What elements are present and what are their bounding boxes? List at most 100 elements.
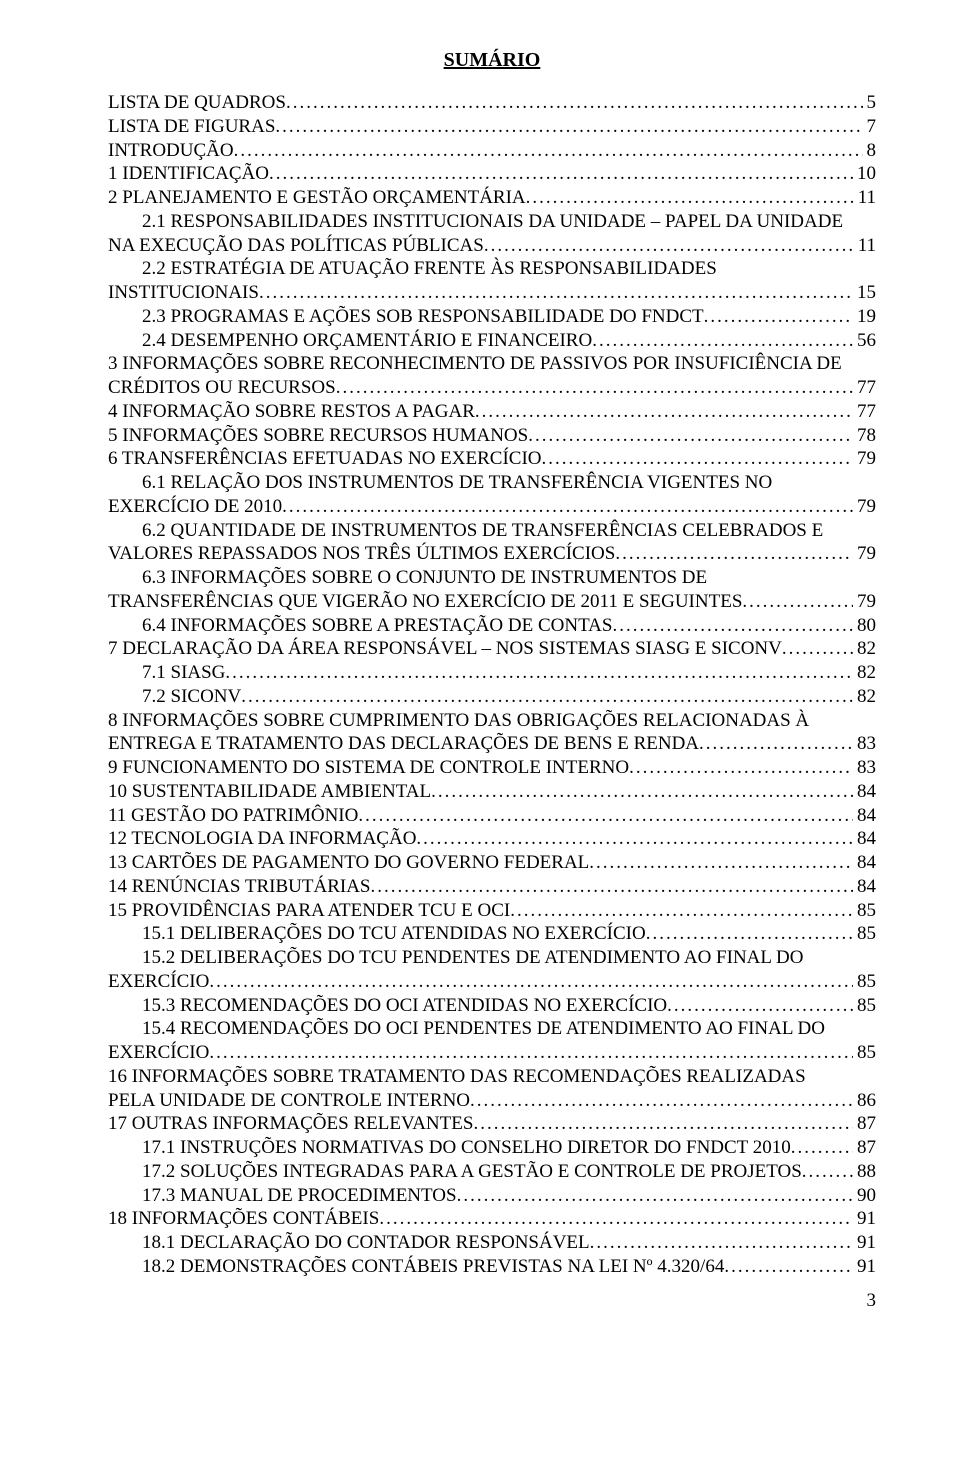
toc-entry: 7.1 SIASG...............................…	[108, 661, 876, 685]
toc-leader-dots: ........................................…	[590, 1231, 853, 1255]
toc-entry-label: 17.2 SOLUÇÕES INTEGRADAS PARA A GESTÃO E…	[142, 1160, 802, 1184]
toc-leader-dots: ........................................…	[704, 305, 853, 329]
toc-entry: 6.2 QUANTIDADE DE INSTRUMENTOS DE TRANSF…	[108, 519, 876, 543]
toc-entry: LISTA DE FIGURAS........................…	[108, 115, 876, 139]
toc-entry: 15.4 RECOMENDAÇÕES DO OCI PENDENTES DE A…	[108, 1017, 876, 1041]
toc-leader-dots: ........................................…	[742, 590, 853, 614]
toc-leader-dots: ........................................…	[209, 970, 853, 994]
toc-leader-dots: ........................................…	[791, 1136, 853, 1160]
toc-entry-label: LISTA DE QUADROS	[108, 91, 286, 115]
toc-entry: 5 INFORMAÇÕES SOBRE RECURSOS HUMANOS....…	[108, 424, 876, 448]
toc-entry-label: 1 IDENTIFICAÇÃO	[108, 162, 269, 186]
toc-entry-page: 15	[853, 281, 876, 305]
toc-entry: 7 DECLARAÇÃO DA ÁREA RESPONSÁVEL – NOS S…	[108, 637, 876, 661]
toc-leader-dots: ........................................…	[379, 1207, 853, 1231]
toc-entry: CRÉDITOS OU RECURSOS....................…	[108, 376, 876, 400]
toc-entry: EXERCÍCIO...............................…	[108, 1041, 876, 1065]
toc-leader-dots: ........................................…	[358, 804, 853, 828]
page-number: 3	[108, 1289, 876, 1313]
toc-leader-dots: ........................................…	[225, 661, 853, 685]
toc-leader-dots: ........................................…	[646, 922, 853, 946]
toc-entry-page: 11	[854, 186, 876, 210]
toc-entry-label: 2.1 RESPONSABILIDADES INSTITUCIONAIS DA …	[142, 210, 843, 234]
toc-leader-dots: ........................................…	[592, 329, 853, 353]
toc-entry: 11 GESTÃO DO PATRIMÔNIO.................…	[108, 804, 876, 828]
toc-entry-page: 87	[853, 1136, 876, 1160]
toc-entry: 2.3 PROGRAMAS E AÇÕES SOB RESPONSABILIDA…	[108, 305, 876, 329]
toc-entry-label: TRANSFERÊNCIAS QUE VIGERÃO NO EXERCÍCIO …	[108, 590, 742, 614]
toc-entry-label: 6.1 RELAÇÃO DOS INSTRUMENTOS DE TRANSFER…	[142, 471, 772, 495]
toc-leader-dots: ........................................…	[473, 1112, 853, 1136]
toc-entry: 15 PROVIDÊNCIAS PARA ATENDER TCU E OCI..…	[108, 899, 876, 923]
toc-leader-dots: ........................................…	[282, 495, 853, 519]
toc-entry: 10 SUSTENTABILIDADE AMBIENTAL...........…	[108, 780, 876, 804]
toc-leader-dots: ........................................…	[275, 115, 862, 139]
toc-entry-label: 17 OUTRAS INFORMAÇÕES RELEVANTES	[108, 1112, 473, 1136]
toc-entry-page: 80	[853, 614, 876, 638]
toc-entry-page: 85	[853, 1041, 876, 1065]
toc-entry-page: 83	[853, 732, 876, 756]
toc-entry-page: 79	[853, 495, 876, 519]
toc-entry-page: 77	[853, 376, 876, 400]
toc-entry: 8 INFORMAÇÕES SOBRE CUMPRIMENTO DAS OBRI…	[108, 709, 876, 733]
toc-leader-dots: ........................................…	[269, 162, 853, 186]
toc-leader-dots: ........................................…	[802, 1160, 853, 1184]
toc-entry-page: 8	[863, 139, 877, 163]
toc-entry-page: 82	[853, 685, 876, 709]
toc-leader-dots: ........................................…	[615, 542, 853, 566]
toc-leader-dots: ........................................…	[457, 1184, 853, 1208]
toc-entry: NA EXECUÇÃO DAS POLÍTICAS PÚBLICAS......…	[108, 234, 876, 258]
toc-entry-page: 85	[853, 994, 876, 1018]
toc-entry: PELA UNIDADE DE CONTROLE INTERNO........…	[108, 1089, 876, 1113]
toc-entry-page: 19	[853, 305, 876, 329]
toc-entry: 12 TECNOLOGIA DA INFORMAÇÃO.............…	[108, 827, 876, 851]
toc-entry: 2.2 ESTRATÉGIA DE ATUAÇÃO FRENTE ÀS RESP…	[108, 257, 876, 281]
toc-entry: 17 OUTRAS INFORMAÇÕES RELEVANTES........…	[108, 1112, 876, 1136]
toc-entry: 18.2 DEMONSTRAÇÕES CONTÁBEIS PREVISTAS N…	[108, 1255, 876, 1279]
toc-entry-label: 8 INFORMAÇÕES SOBRE CUMPRIMENTO DAS OBRI…	[108, 709, 809, 733]
toc-leader-dots: ........................................…	[542, 447, 853, 471]
toc-entry: 18 INFORMAÇÕES CONTÁBEIS................…	[108, 1207, 876, 1231]
toc-entry-label: EXERCÍCIO	[108, 970, 209, 994]
toc-leader-dots: ........................................…	[484, 234, 854, 258]
toc-entry-page: 79	[853, 447, 876, 471]
toc-entry-label: 15.3 RECOMENDAÇÕES DO OCI ATENDIDAS NO E…	[142, 994, 667, 1018]
toc-leader-dots: ........................................…	[371, 875, 853, 899]
toc-entry: 15.2 DELIBERAÇÕES DO TCU PENDENTES DE AT…	[108, 946, 876, 970]
toc-entry-label: EXERCÍCIO DE 2010	[108, 495, 282, 519]
toc-entry-label: PELA UNIDADE DE CONTROLE INTERNO	[108, 1089, 470, 1113]
toc-entry: 9 FUNCIONAMENTO DO SISTEMA DE CONTROLE I…	[108, 756, 876, 780]
toc-entry-label: 6.4 INFORMAÇÕES SOBRE A PRESTAÇÃO DE CON…	[142, 614, 612, 638]
toc-leader-dots: ........................................…	[699, 732, 853, 756]
toc-entry-page: 84	[853, 875, 876, 899]
toc-entry: 2 PLANEJAMENTO E GESTÃO ORÇAMENTÁRIA....…	[108, 186, 876, 210]
toc-entry-label: 6.3 INFORMAÇÕES SOBRE O CONJUNTO DE INST…	[142, 566, 707, 590]
document-page: SUMÁRIO LISTA DE QUADROS................…	[0, 0, 960, 1352]
toc-entry: 6.1 RELAÇÃO DOS INSTRUMENTOS DE TRANSFER…	[108, 471, 876, 495]
toc-entry: 6.3 INFORMAÇÕES SOBRE O CONJUNTO DE INST…	[108, 566, 876, 590]
toc-entry-page: 83	[853, 756, 876, 780]
toc-entry-label: 10 SUSTENTABILIDADE AMBIENTAL	[108, 780, 431, 804]
toc-title: SUMÁRIO	[108, 48, 876, 73]
toc-entry: TRANSFERÊNCIAS QUE VIGERÃO NO EXERCÍCIO …	[108, 590, 876, 614]
toc-entry-label: 4 INFORMAÇÃO SOBRE RESTOS A PAGAR	[108, 400, 475, 424]
toc-entry: 15.1 DELIBERAÇÕES DO TCU ATENDIDAS NO EX…	[108, 922, 876, 946]
toc-leader-dots: ........................................…	[259, 281, 853, 305]
toc-entry-label: NA EXECUÇÃO DAS POLÍTICAS PÚBLICAS	[108, 234, 484, 258]
toc-entry-page: 84	[853, 804, 876, 828]
toc-entry: LISTA DE QUADROS........................…	[108, 91, 876, 115]
toc-entry-label: 12 TECNOLOGIA DA INFORMAÇÃO	[108, 827, 416, 851]
toc-entry-label: 18 INFORMAÇÕES CONTÁBEIS	[108, 1207, 379, 1231]
toc-entry-label: VALORES REPASSADOS NOS TRÊS ÚLTIMOS EXER…	[108, 542, 615, 566]
toc-entry: 17.1 INSTRUÇÕES NORMATIVAS DO CONSELHO D…	[108, 1136, 876, 1160]
toc-entry: 2.4 DESEMPENHO ORÇAMENTÁRIO E FINANCEIRO…	[108, 329, 876, 353]
toc-entry-page: 84	[853, 827, 876, 851]
toc-entry-label: 14 RENÚNCIAS TRIBUTÁRIAS	[108, 875, 371, 899]
toc-leader-dots: ........................................…	[724, 1255, 853, 1279]
toc-entry: INSTITUCIONAIS..........................…	[108, 281, 876, 305]
toc-entry-label: 17.1 INSTRUÇÕES NORMATIVAS DO CONSELHO D…	[142, 1136, 791, 1160]
toc-entry-page: 79	[853, 542, 876, 566]
toc-entry-label: 2 PLANEJAMENTO E GESTÃO ORÇAMENTÁRIA	[108, 186, 526, 210]
toc-entry-label: 2.2 ESTRATÉGIA DE ATUAÇÃO FRENTE ÀS RESP…	[142, 257, 717, 281]
toc-entry: 16 INFORMAÇÕES SOBRE TRATAMENTO DAS RECO…	[108, 1065, 876, 1089]
